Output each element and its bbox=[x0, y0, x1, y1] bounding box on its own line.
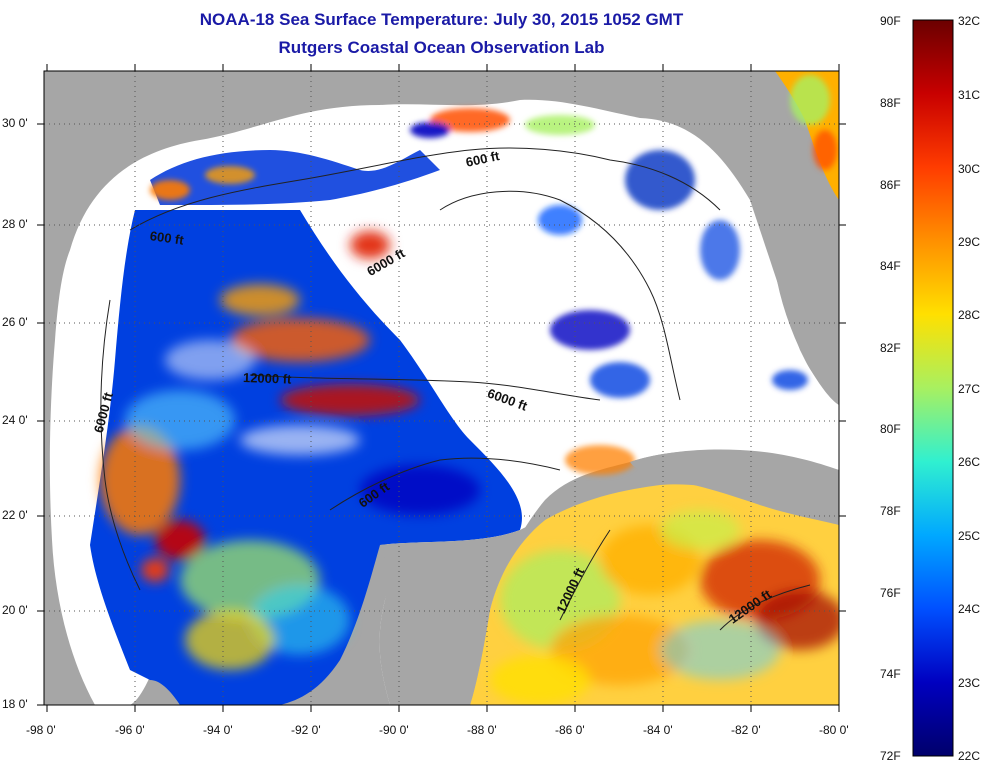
map-frame bbox=[43, 70, 840, 706]
colorbar-f-label: 90F bbox=[880, 14, 901, 28]
colorbar-f-label: 84F bbox=[880, 259, 901, 273]
contour-12000ft-carib bbox=[559, 529, 611, 621]
chart-subtitle: Rutgers Coastal Ocean Observation Lab bbox=[278, 38, 605, 57]
colorbar-f-label: 76F bbox=[880, 586, 901, 600]
florida-land bbox=[730, 71, 839, 400]
contour-6000ft-east bbox=[439, 190, 681, 401]
x-tick-label: -98 0' bbox=[26, 723, 56, 737]
y-tick-label: 22 0' bbox=[2, 508, 28, 522]
colorbar-c-label: 24C bbox=[958, 602, 981, 616]
colorbar-f-label: 72F bbox=[880, 749, 901, 763]
colorbar-c-label: 22C bbox=[958, 749, 981, 763]
axis-ticks bbox=[37, 64, 846, 712]
x-tick-label: -96 0' bbox=[115, 723, 145, 737]
colorbar-f-label: 82F bbox=[880, 341, 901, 355]
colorbar-f-label: 78F bbox=[880, 504, 901, 518]
y-tick-label: 20 0' bbox=[2, 603, 28, 617]
y-tick-label: 28 0' bbox=[2, 217, 28, 231]
bathymetry-contours bbox=[100, 147, 811, 631]
colorbar-f-label: 80F bbox=[880, 422, 901, 436]
cuba-land bbox=[630, 449, 839, 525]
atlantic-sst-pattern bbox=[790, 75, 837, 170]
y-tick-label: 26 0' bbox=[2, 315, 28, 329]
colorbar-c-label: 23C bbox=[958, 676, 981, 690]
x-tick-label: -86 0' bbox=[555, 723, 585, 737]
colorbar-c-label: 25C bbox=[958, 529, 981, 543]
graticule bbox=[44, 71, 839, 705]
colorbar-c-label: 28C bbox=[958, 308, 981, 322]
colorbar-f-label: 86F bbox=[880, 178, 901, 192]
x-tick-label: -80 0' bbox=[819, 723, 849, 737]
northern-sst-pattern bbox=[150, 108, 595, 200]
contour-600ft bbox=[129, 147, 721, 231]
colorbar-f-label: 74F bbox=[880, 667, 901, 681]
x-tick-label: -82 0' bbox=[731, 723, 761, 737]
x-tick-label: -92 0' bbox=[291, 723, 321, 737]
colorbar-c-label: 26C bbox=[958, 455, 981, 469]
y-tick-label: 24 0' bbox=[2, 413, 28, 427]
colorbar bbox=[912, 19, 954, 757]
contour-600ft-south bbox=[329, 457, 561, 511]
x-tick-label: -88 0' bbox=[467, 723, 497, 737]
contour-label: 12000 ft bbox=[242, 370, 292, 387]
x-tick-label: -94 0' bbox=[203, 723, 233, 737]
x-tick-label: -90 0' bbox=[379, 723, 409, 737]
map-area bbox=[44, 71, 839, 705]
y-tick-label: 30 0' bbox=[2, 116, 28, 130]
colorbar-c-label: 29C bbox=[958, 235, 981, 249]
colorbar-c-label: 32C bbox=[958, 14, 981, 28]
contour-12000ft-carib2 bbox=[719, 584, 811, 631]
contour-12000ft bbox=[249, 374, 601, 401]
chart-title: NOAA-18 Sea Surface Temperature: July 30… bbox=[199, 10, 684, 29]
yucatan-land bbox=[379, 518, 547, 705]
x-tick-label: -84 0' bbox=[643, 723, 673, 737]
colorbar-c-label: 30C bbox=[958, 162, 981, 176]
colorbar-f-label: 88F bbox=[880, 96, 901, 110]
eastern-sst-patches bbox=[538, 150, 808, 475]
caribbean-sst-pattern bbox=[490, 510, 839, 705]
colorbar-c-label: 27C bbox=[958, 382, 981, 396]
colorbar-c-label: 31C bbox=[958, 88, 981, 102]
y-tick-label: 18 0' bbox=[2, 697, 28, 711]
contour-6000ft bbox=[100, 299, 141, 591]
